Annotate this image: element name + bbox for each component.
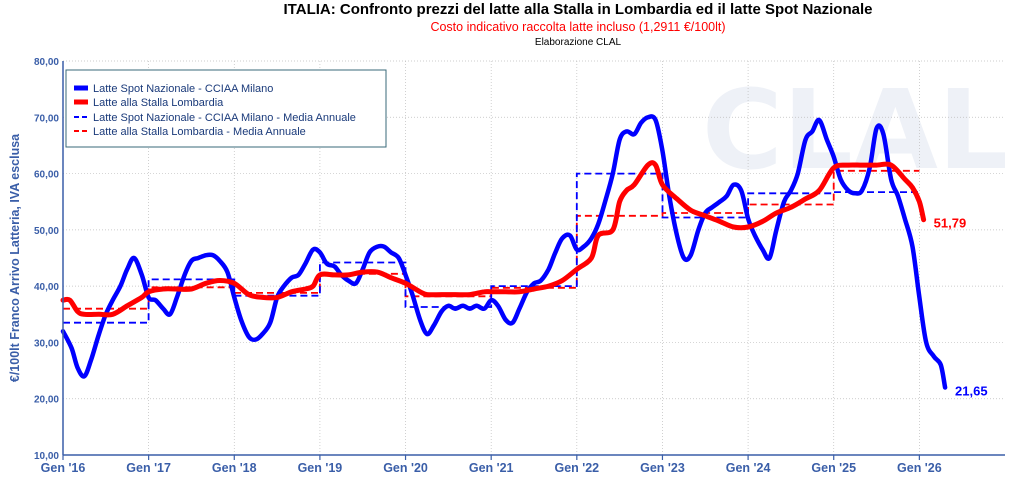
end-label-stalla: 51,79 xyxy=(934,216,967,231)
y-tick-label: 80,00 xyxy=(34,57,59,68)
y-tick-label: 30,00 xyxy=(34,338,59,349)
end-label-spot: 21,65 xyxy=(955,383,988,398)
y-tick-label: 10,00 xyxy=(34,451,59,462)
legend-label-spot-avg: Latte Spot Nazionale - CCIAA Milano - Me… xyxy=(93,112,356,124)
series-layer xyxy=(60,114,948,390)
series-stalla-line xyxy=(60,160,927,318)
series-spot-line xyxy=(60,114,948,390)
legend-label-stalla-avg: Latte alla Stalla Lombardia - Media Annu… xyxy=(93,126,306,138)
chart-credit: Elaborazione CLAL xyxy=(535,37,622,48)
y-axis-ticks: 10,00 20,00 30,00 40,00 50,00 60,00 70,00 80,00 xyxy=(34,57,59,462)
legend-entry-stalla-avg: Latte alla Stalla Lombardia - Media Annu… xyxy=(74,126,306,138)
x-tick-label: Gen '26 xyxy=(897,461,942,475)
legend-entry-spot: Latte Spot Nazionale - CCIAA Milano xyxy=(74,83,273,95)
x-tick-label: Gen '20 xyxy=(383,461,428,475)
y-axis-label: €/100lt Franco Arrivo Latteria, IVA escl… xyxy=(8,133,22,382)
annual-average-line xyxy=(63,172,920,324)
y-tick-label: 20,00 xyxy=(34,395,59,406)
y-tick-label: 40,00 xyxy=(34,282,59,293)
legend-box xyxy=(65,69,387,148)
x-tick-label: Gen '23 xyxy=(640,461,685,475)
x-tick-label: Gen '17 xyxy=(126,461,171,475)
legend-entry-stalla: Latte alla Stalla Lombardia xyxy=(74,97,224,109)
x-tick-label: Gen '25 xyxy=(811,461,856,475)
x-tick-label: Gen '24 xyxy=(726,461,771,475)
y-tick-label: 70,00 xyxy=(34,113,59,124)
x-tick-label: Gen '16 xyxy=(41,461,86,475)
x-tick-label: Gen '21 xyxy=(469,461,514,475)
watermark-logo: CLAL xyxy=(702,66,1008,194)
legend: Latte Spot Nazionale - CCIAA Milano Latt… xyxy=(65,69,387,148)
legend-label-stalla: Latte alla Stalla Lombardia xyxy=(93,97,224,109)
x-tick-label: Gen '19 xyxy=(298,461,343,475)
series-spot-avg xyxy=(63,172,920,324)
y-tick-label: 60,00 xyxy=(34,170,59,181)
chart-subtitle: Costo indicativo raccolta latte incluso … xyxy=(430,20,725,34)
y-tick-label: 50,00 xyxy=(34,226,59,237)
chart-title: ITALIA: Confronto prezzi del latte alla … xyxy=(284,1,873,18)
x-tick-label: Gen '18 xyxy=(212,461,257,475)
legend-label-spot: Latte Spot Nazionale - CCIAA Milano xyxy=(93,83,273,95)
x-tick-label: Gen '22 xyxy=(554,461,599,475)
x-axis-ticks: Gen '16 Gen '17 Gen '18 Gen '19 Gen '20 Gen '… xyxy=(41,455,942,475)
legend-entry-spot-avg: Latte Spot Nazionale - CCIAA Milano - Me… xyxy=(74,112,356,124)
